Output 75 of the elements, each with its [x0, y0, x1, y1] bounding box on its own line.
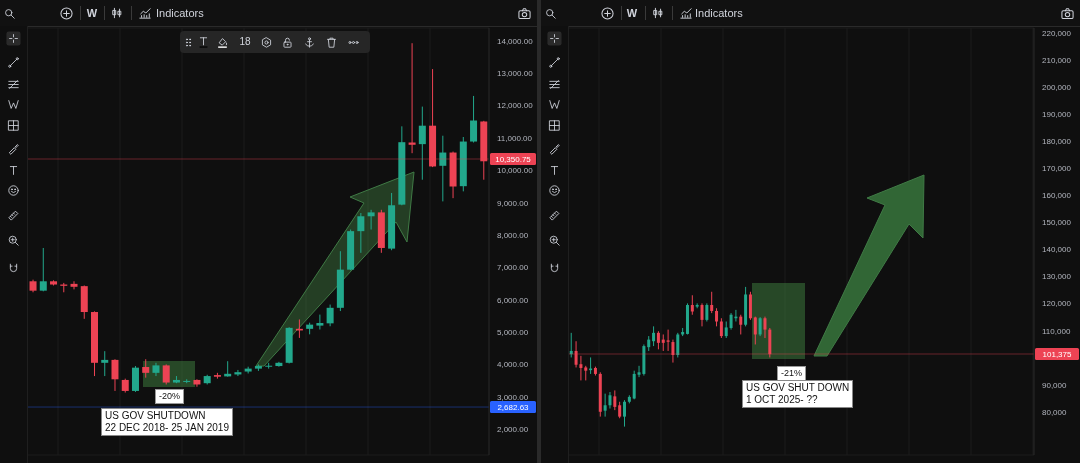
- y-tick-label: 220,000: [1042, 29, 1072, 39]
- candlestick: [700, 302, 704, 327]
- text: W: [86, 6, 98, 20]
- candlestick: [603, 393, 607, 418]
- y-tick-label: 130,000: [1042, 272, 1072, 282]
- candlestick: [574, 340, 578, 368]
- candlestick: [623, 399, 627, 428]
- annotation: 18: [239, 36, 251, 48]
- candlestick: [748, 291, 752, 321]
- candlestick: [705, 302, 709, 322]
- candlestick: [671, 339, 675, 364]
- candlestick: [418, 106, 426, 181]
- candlestick: [357, 212, 365, 254]
- y-tick-label: 6,000.00: [497, 295, 529, 305]
- y-tick-label: 12,000.00: [497, 101, 534, 111]
- y-tick-label: 120,000: [1042, 299, 1072, 309]
- candlestick: [719, 317, 723, 339]
- y-tick-label: 10,000.00: [497, 166, 534, 176]
- candlestick: [367, 209, 375, 231]
- candlestick: [763, 316, 767, 339]
- y-tick-label: 7,000.00: [497, 263, 529, 273]
- candlestick: [39, 247, 47, 292]
- ref-line-label: 2,682.63: [497, 402, 530, 412]
- y-tick-label: 14,000.00: [497, 36, 534, 46]
- text: W: [626, 6, 638, 20]
- candlestick: [162, 363, 170, 385]
- y-tick-label: 190,000: [1042, 110, 1072, 120]
- annotation: -21%: [777, 366, 807, 381]
- candlestick: [101, 350, 109, 377]
- text: Indicators: [695, 6, 743, 20]
- candlestick: [470, 95, 478, 144]
- y-tick-label: 200,000: [1042, 83, 1072, 93]
- y-tick-label: 180,000: [1042, 137, 1072, 147]
- y-tick-label: 3,000.00: [497, 392, 529, 402]
- candlestick: [131, 365, 139, 393]
- candlestick: [656, 330, 660, 350]
- candlestick: [439, 135, 447, 202]
- candlestick: [70, 280, 78, 290]
- y-tick-label: 110,000: [1042, 326, 1071, 336]
- annotation: US GOV SHUT DOWN 1 OCT 2025- ??: [742, 380, 854, 408]
- y-tick-label: 9,000.00: [497, 198, 529, 208]
- text: Indicators: [156, 6, 204, 20]
- candlestick: [326, 304, 334, 327]
- y-tick-label: 4,000.00: [497, 360, 529, 370]
- candlestick: [739, 314, 743, 335]
- y-tick-label: 5,000.00: [497, 327, 529, 337]
- candlestick: [579, 355, 583, 381]
- y-tick-label: 90,000: [1042, 380, 1068, 390]
- y-tick-label: 11,000.00: [497, 133, 533, 143]
- y-tick-label: 210,000: [1042, 56, 1072, 66]
- ref-line-label: 101,375: [1042, 349, 1073, 359]
- y-tick-label: 13,000.00: [497, 69, 534, 79]
- y-tick-label: 2,000.00: [497, 424, 529, 434]
- candlestick: [676, 332, 680, 358]
- candlestick: [142, 358, 150, 379]
- candlestick: [753, 316, 757, 345]
- annotation: -20%: [155, 389, 185, 404]
- candlestick: [652, 325, 656, 347]
- y-tick-label: 150,000: [1042, 218, 1072, 228]
- y-tick-label: 170,000: [1042, 164, 1072, 174]
- candlestick: [111, 358, 119, 392]
- y-tick-label: 8,000.00: [497, 230, 529, 240]
- y-tick-label: 80,000: [1042, 407, 1068, 417]
- candlestick: [715, 307, 719, 327]
- candlestick: [569, 332, 573, 358]
- candlestick: [758, 316, 762, 337]
- y-tick-label: 140,000: [1042, 245, 1072, 255]
- candlestick: [613, 389, 617, 411]
- ref-line-label: 10,350.75: [495, 154, 532, 164]
- candlestick: [710, 291, 714, 314]
- y-tick-label: 160,000: [1042, 191, 1072, 201]
- candlestick: [316, 314, 324, 330]
- annotation: US GOV SHUTDOWN 22 DEC 2018- 25 JAN 2019: [101, 408, 233, 436]
- candlestick: [690, 294, 694, 316]
- candlestick: [666, 329, 670, 352]
